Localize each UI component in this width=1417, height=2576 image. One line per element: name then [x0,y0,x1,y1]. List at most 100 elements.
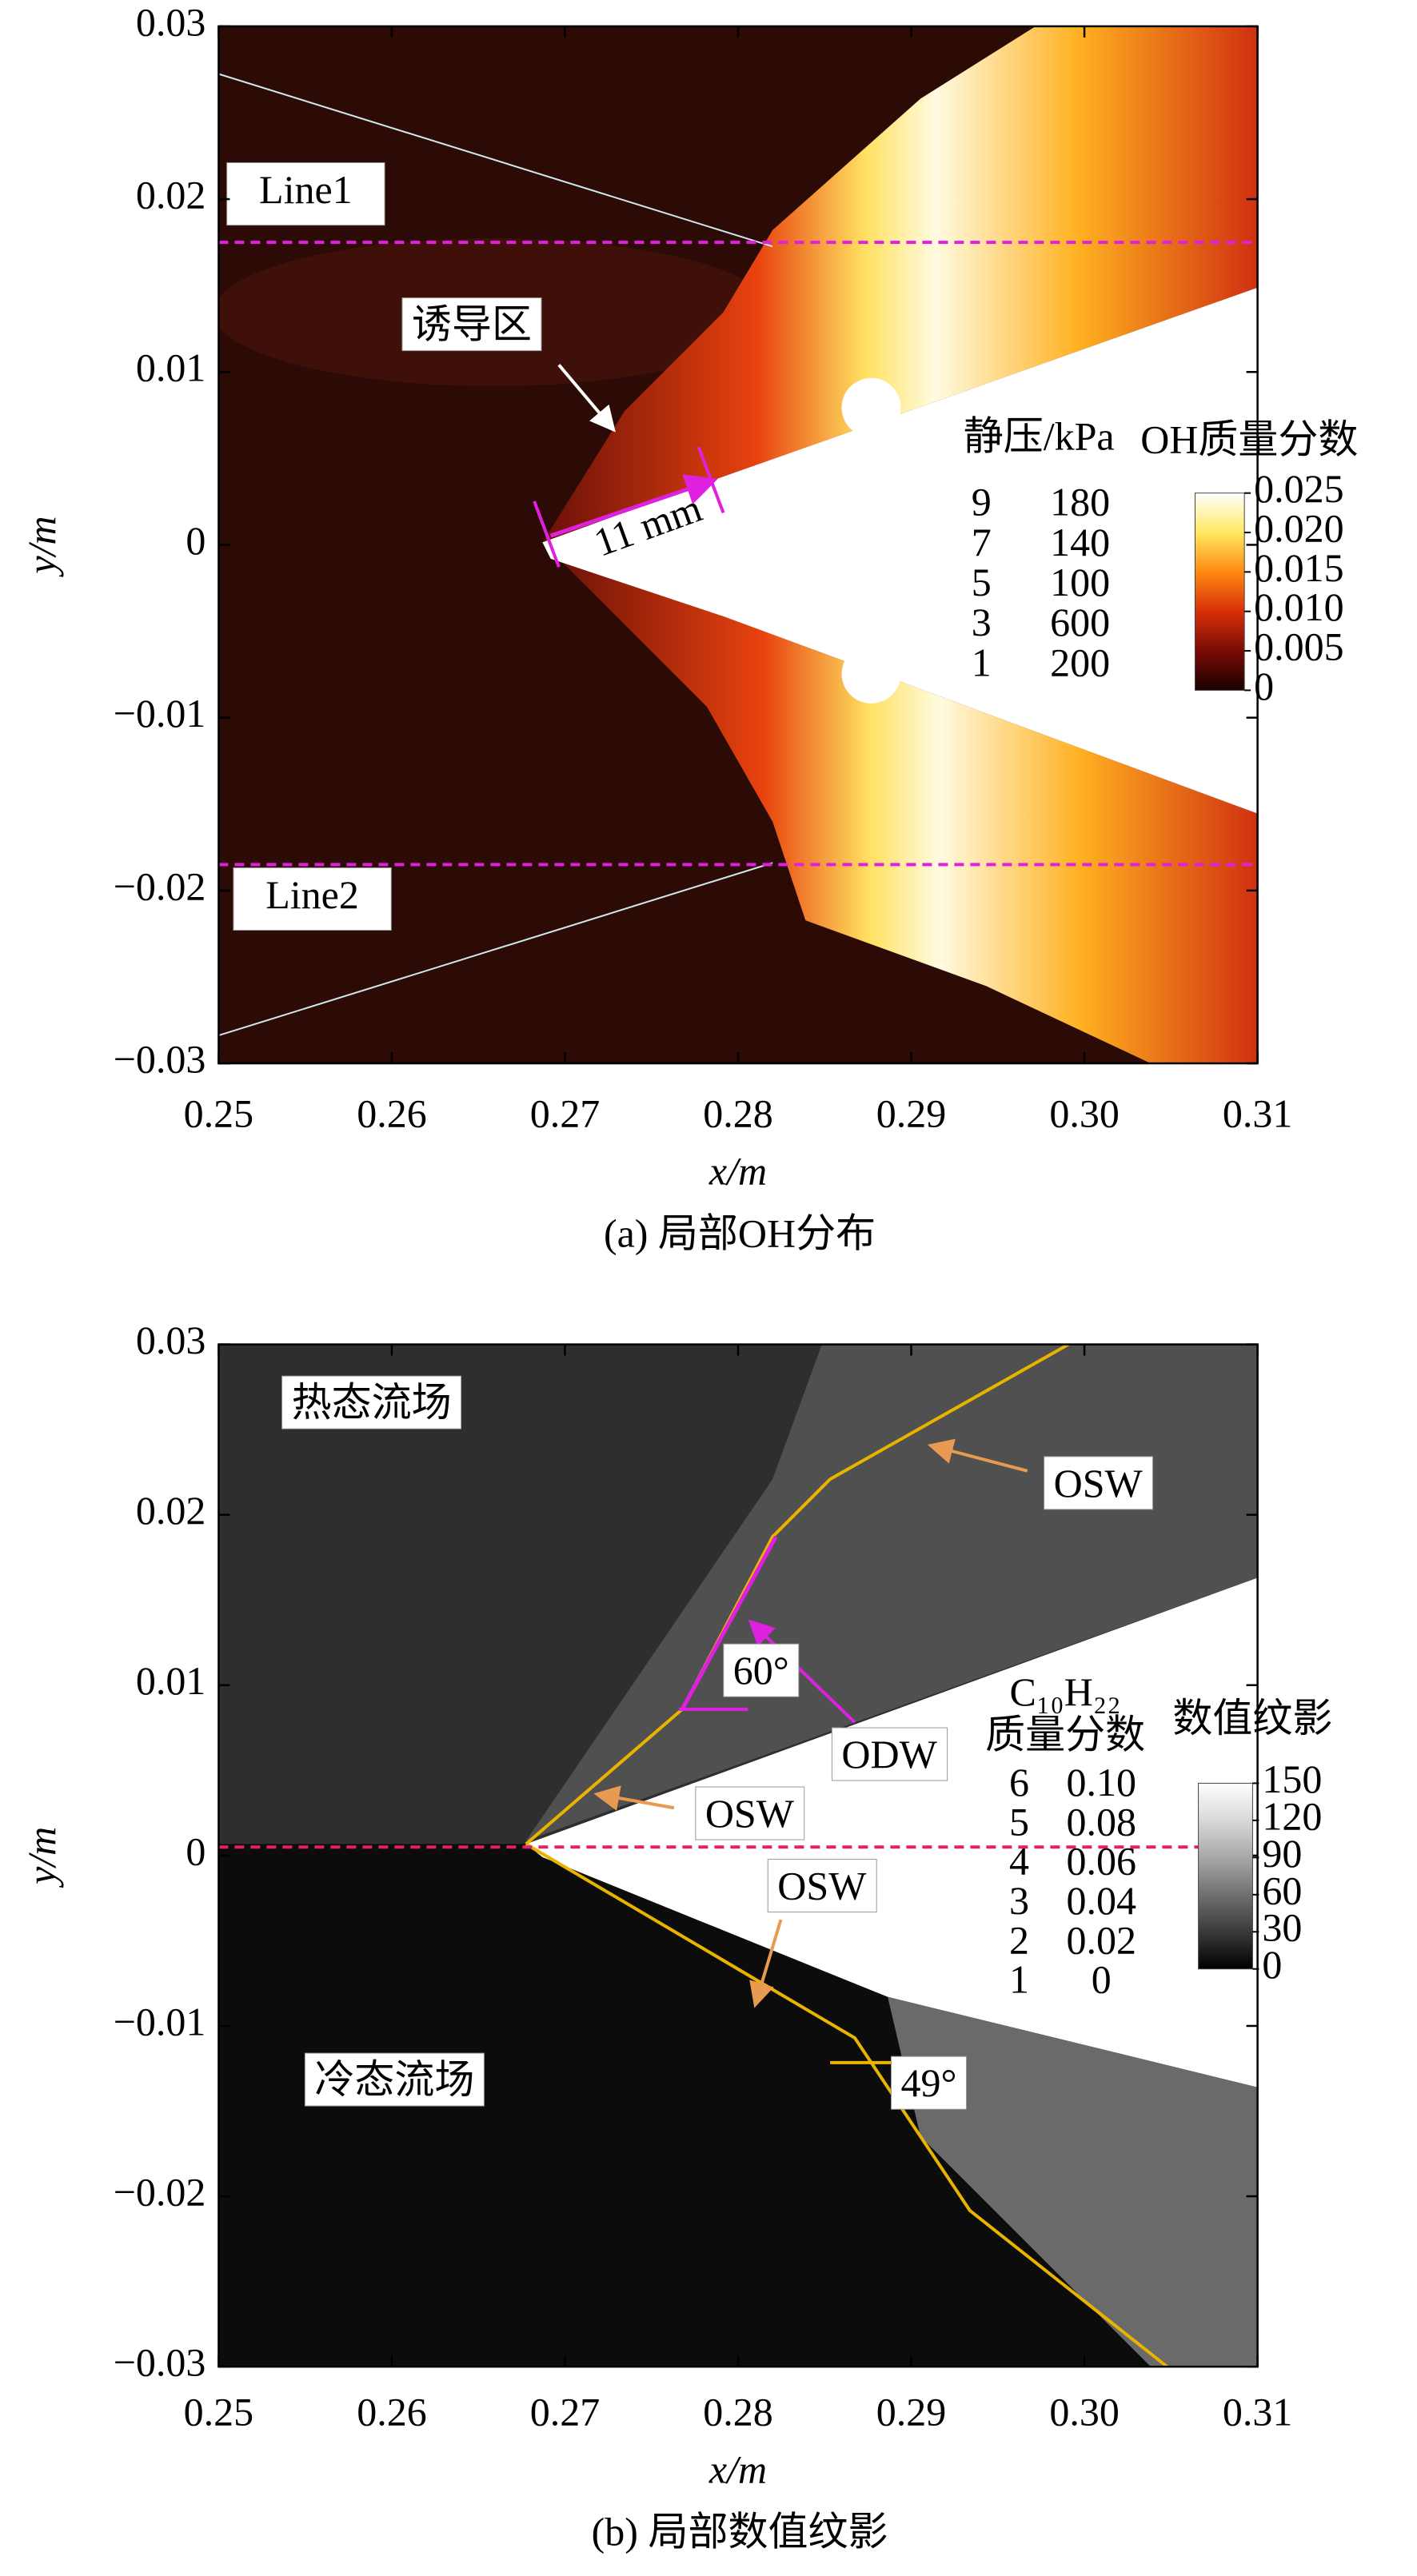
colorbar-tick-label: 0.005 [1254,624,1344,669]
wedge [542,287,1258,814]
colorbar-tick-label: 150 [1262,1757,1322,1801]
annotation: OSW [1054,1461,1144,1505]
dimension-tick [533,500,561,568]
annotation: OSW [777,1864,867,1908]
x-tick-label: 0.28 [703,1091,773,1135]
y-tick-label: −0.03 [114,2340,206,2385]
y-axis-label: y/m [19,516,64,577]
y-tick-label: 0.02 [136,173,206,217]
shock-line [525,1842,1168,2367]
legend-level: 7 [972,520,992,564]
x-tick-label: 0.30 [1049,1091,1120,1135]
label-box [1044,1456,1154,1510]
x-tick-label: 0.30 [1049,2389,1120,2434]
label-box [767,1859,877,1913]
colorbar-tick-label: 0.025 [1254,466,1344,511]
lower-flow [888,1996,1258,2367]
legend-value: 0.06 [1067,1839,1137,1884]
colorbar-tick-label: 0 [1262,1942,1282,1987]
wedge-notch [841,377,901,437]
legend-value: 0.04 [1067,1878,1137,1923]
x-axis-label: x/m [708,1148,767,1193]
colorbar-tick-label: 120 [1262,1793,1322,1838]
legend-level: 3 [1009,1878,1029,1923]
annotation: 冷态流场 [314,2057,474,2102]
annotation: 60° [733,1648,789,1693]
annotation: 热态流场 [292,1380,452,1425]
x-tick-label: 0.27 [530,2389,601,2434]
x-tick-label: 0.26 [357,1091,427,1135]
annotation: 49° [900,2060,956,2105]
legend-level: 5 [1009,1799,1029,1844]
label-box [304,2052,485,2107]
legend-value: 0.10 [1067,1760,1137,1804]
arrow [927,1438,1028,1473]
legend-value: 0.02 [1067,1917,1137,1962]
arrow [748,1619,856,1724]
annotation: ODW [841,1732,937,1776]
colorbar [1198,1782,1253,1970]
detonation-line [680,1535,778,1711]
colorbar-tick-label: 0.020 [1254,506,1344,551]
x-tick-label: 0.28 [703,2389,773,2434]
label-box [281,1375,462,1430]
legend-value: 600 [1050,600,1110,644]
y-tick-label: 0 [186,1828,206,1873]
reference-label: Line2 [265,872,359,917]
arrow [557,364,616,433]
upper-plume [542,26,1258,543]
colorbar-title: 数值纹影 [1172,1696,1332,1741]
y-tick-label: 0.01 [136,1658,206,1703]
x-tick-label: 0.27 [530,1091,601,1135]
x-tick-label: 0.26 [357,2389,427,2434]
y-tick-label: 0 [186,518,206,563]
colorbar [1194,492,1245,691]
wedge [525,1577,1258,2088]
y-tick-label: 0.02 [136,1488,206,1533]
legend-level: 4 [1009,1839,1029,1884]
boundary-line [218,73,773,248]
legend-level: 1 [1009,1957,1029,2002]
annotation: OSW [705,1791,795,1836]
lower-plume [550,550,1258,1064]
label-box [723,1643,800,1697]
legend-level: 6 [1009,1760,1029,1804]
y-axis-label: y/m [19,1827,64,1888]
x-tick-label: 0.29 [876,1091,947,1135]
x-tick-label: 0.25 [184,1091,254,1135]
x-tick-label: 0.25 [184,2389,254,2434]
reference-label: Line1 [259,167,353,212]
x-tick-label: 0.29 [876,2389,947,2434]
caption: (a) 局部OH分布 [604,1210,876,1255]
label-box [401,297,542,352]
legend-title: 质量分数 [985,1712,1145,1757]
legend-level: 1 [972,640,992,684]
legend-level: 2 [1009,1917,1029,1962]
colorbar-tick-label: 60 [1262,1868,1302,1912]
legend-value: 0 [1092,1957,1112,2002]
y-tick-label: −0.02 [114,2170,206,2215]
dimension-tick [697,446,725,514]
legend-level: 9 [972,480,992,524]
legend-value: 0.08 [1067,1799,1137,1844]
colorbar-tick-label: 0 [1254,664,1274,708]
y-tick-label: 0.03 [136,1318,206,1362]
colorbar-tick-label: 30 [1262,1905,1302,1950]
label-box [890,2056,967,2110]
y-tick-label: −0.02 [114,863,206,908]
arrow [749,1919,783,2008]
y-tick-label: −0.01 [114,1999,206,2044]
label-box [226,162,385,226]
caption: (b) 局部数值纹影 [592,2509,888,2554]
y-tick-label: −0.03 [114,1036,206,1081]
legend-title: C₁₀H₂₂ [1009,1669,1120,1714]
legend-value: 200 [1050,640,1110,684]
shock-line [525,1344,1070,1845]
label-box [233,867,392,931]
legend-level: 3 [972,600,992,644]
dimension-line [549,474,718,538]
y-tick-label: 0.01 [136,345,206,390]
label-box [695,1786,805,1840]
field [218,26,1258,1064]
